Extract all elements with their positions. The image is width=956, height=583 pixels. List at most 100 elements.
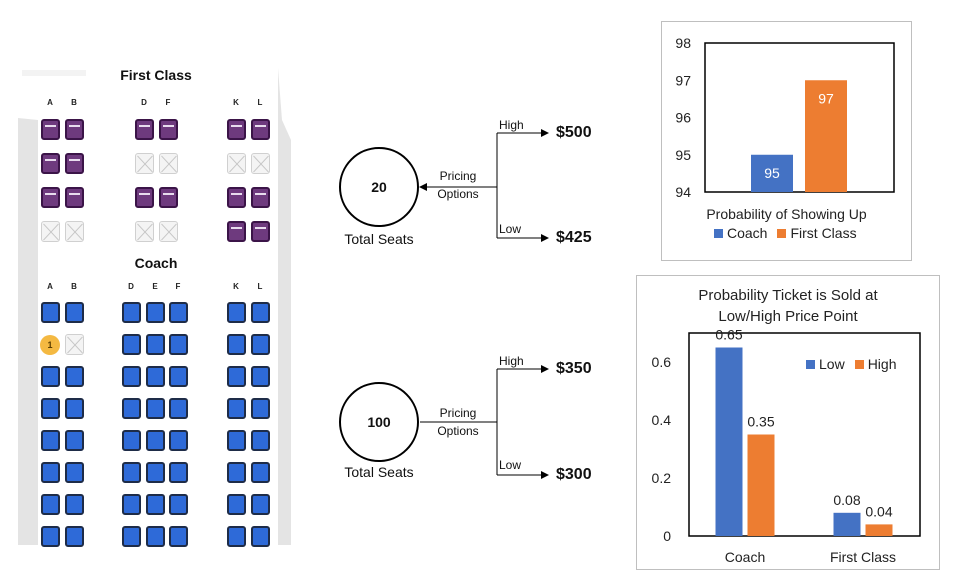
first-class-seat[interactable]	[65, 119, 84, 140]
column-letter: F	[175, 282, 181, 291]
price-point-chart-plot: 0 0.2 0.4 0.6 0.65 0.35 Coach 0.08 0.04 First Cla…	[652, 327, 921, 565]
high-branch-label: High	[499, 354, 524, 368]
legend-item-coach: Coach	[714, 225, 767, 241]
coach-seat[interactable]	[65, 462, 84, 483]
coach-seat[interactable]	[251, 526, 270, 547]
coach-seat[interactable]	[169, 366, 188, 387]
coach-seat[interactable]	[41, 494, 60, 515]
coach-seat[interactable]	[41, 398, 60, 419]
coach-seat[interactable]	[251, 494, 270, 515]
coach-seat[interactable]	[122, 430, 141, 451]
unavailable-seat	[227, 153, 246, 174]
unavailable-seat	[65, 221, 84, 242]
coach-seat[interactable]	[41, 366, 60, 387]
first-class-seat[interactable]	[41, 119, 60, 140]
coach-seat[interactable]	[251, 334, 270, 355]
coach-seat[interactable]	[146, 366, 165, 387]
coach-seat[interactable]	[65, 398, 84, 419]
coach-seat[interactable]	[122, 302, 141, 323]
coach-seat[interactable]	[227, 398, 246, 419]
show-up-chart-xlabel: Probability of Showing Up	[706, 206, 867, 222]
coach-seat[interactable]	[122, 334, 141, 355]
coach-seat[interactable]	[227, 494, 246, 515]
first-class-seat[interactable]	[65, 153, 84, 174]
coach-seat[interactable]	[227, 302, 246, 323]
legend-item-low: Low	[806, 356, 845, 372]
coach-seat[interactable]	[41, 430, 60, 451]
coach-seat[interactable]	[146, 302, 165, 323]
coach-seat[interactable]	[227, 462, 246, 483]
first-class-seat[interactable]	[251, 187, 270, 208]
coach-seat[interactable]	[251, 302, 270, 323]
coach-seat[interactable]	[65, 526, 84, 547]
coach-seat[interactable]	[122, 462, 141, 483]
coach-seat[interactable]	[41, 526, 60, 547]
coach-seat[interactable]	[169, 302, 188, 323]
coach-seat[interactable]	[65, 430, 84, 451]
legend-item-first-class: First Class	[777, 225, 857, 241]
coach-seat[interactable]	[251, 398, 270, 419]
first-class-seat[interactable]	[135, 187, 154, 208]
x-category-label: First Class	[830, 549, 896, 565]
high-price: $350	[556, 360, 592, 377]
coach-seat[interactable]	[41, 462, 60, 483]
coach-seat[interactable]	[65, 494, 84, 515]
coach-seat[interactable]	[251, 462, 270, 483]
coach-seat[interactable]	[169, 462, 188, 483]
y-tick-label: 95	[675, 147, 691, 163]
first-class-seat[interactable]	[41, 153, 60, 174]
price-point-chart-legend: Low High	[806, 356, 896, 372]
coach-seat[interactable]	[65, 366, 84, 387]
column-letter: K	[233, 282, 239, 291]
coach-seat[interactable]	[251, 430, 270, 451]
first-class-seat[interactable]	[41, 187, 60, 208]
bar-data-label: 0.04	[865, 503, 892, 519]
first-class-seat[interactable]	[251, 221, 270, 242]
unavailable-seat	[159, 153, 178, 174]
coach-seat[interactable]	[122, 366, 141, 387]
first-class-seat[interactable]	[159, 119, 178, 140]
price-point-chart-title: Probability Ticket is Sold at Low/High Pr…	[698, 287, 878, 325]
coach-seat[interactable]	[122, 526, 141, 547]
coach-seat[interactable]	[146, 334, 165, 355]
first-class-seat[interactable]	[65, 187, 84, 208]
coach-seat[interactable]	[146, 526, 165, 547]
unavailable-seat	[159, 221, 178, 242]
coach-seat[interactable]	[65, 302, 84, 323]
unavailable-seat	[41, 221, 60, 242]
coach-seat[interactable]	[227, 334, 246, 355]
coach-seat[interactable]	[169, 526, 188, 547]
coach-seat[interactable]	[227, 366, 246, 387]
y-tick-label: 96	[675, 110, 691, 126]
coach-seat[interactable]	[169, 430, 188, 451]
coach-seat[interactable]	[41, 302, 60, 323]
coach-seat[interactable]	[169, 398, 188, 419]
column-letter: L	[257, 98, 263, 107]
y-tick-label: 98	[675, 35, 691, 51]
coach-seat[interactable]	[146, 430, 165, 451]
coach-seat[interactable]	[227, 430, 246, 451]
coach-seat[interactable]	[122, 398, 141, 419]
coach-seat[interactable]	[146, 398, 165, 419]
coach-seat[interactable]	[227, 526, 246, 547]
pricing-options-label: Pricing Options	[437, 169, 479, 201]
coach-seat[interactable]	[122, 494, 141, 515]
coach-seat[interactable]	[169, 334, 188, 355]
first-class-seat[interactable]	[227, 187, 246, 208]
first-class-seat[interactable]	[159, 187, 178, 208]
first-class-seat[interactable]	[251, 119, 270, 140]
low-branch-label: Low	[499, 458, 522, 472]
coach-seat[interactable]	[146, 494, 165, 515]
seats-node	[339, 382, 419, 462]
coach-seat[interactable]	[251, 366, 270, 387]
coach-seat[interactable]	[169, 494, 188, 515]
bar-high-coach	[747, 434, 775, 536]
first-class-seat[interactable]	[227, 221, 246, 242]
bar-data-label: 97	[818, 90, 834, 106]
first-class-seat[interactable]	[135, 119, 154, 140]
selected-seat-badge[interactable]: 1	[40, 335, 60, 355]
high-branch-label: High	[499, 118, 524, 132]
coach-seat[interactable]	[146, 462, 165, 483]
bar-data-label: 0.08	[833, 492, 860, 508]
first-class-seat[interactable]	[227, 119, 246, 140]
